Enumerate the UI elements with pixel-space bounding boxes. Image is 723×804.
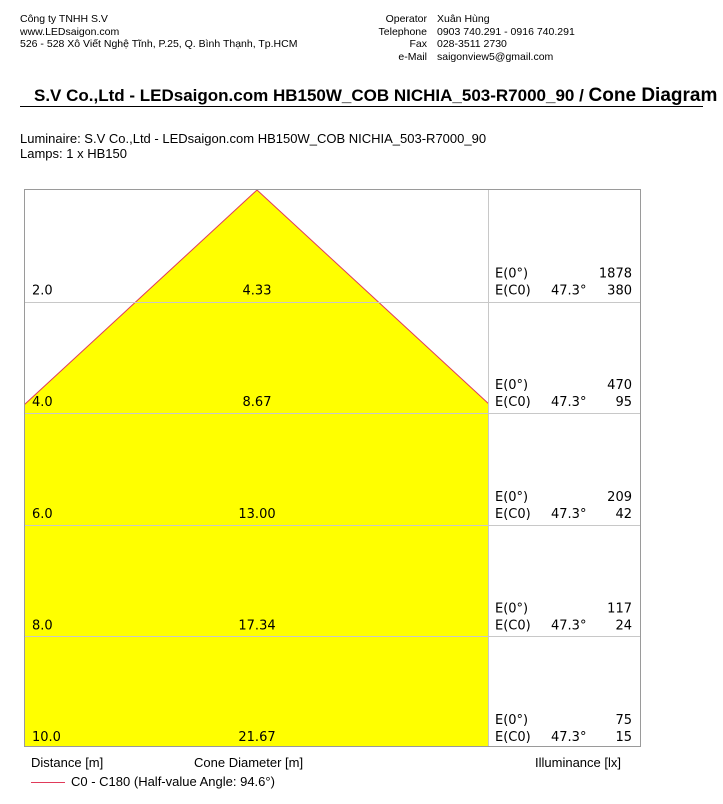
ec0-value: 95 [615,395,632,410]
angle-label: 47.3° [551,395,586,410]
company-block: Công ty TNHH S.V www.LEDsaigon.com 526 -… [20,13,297,51]
ec0-label: E(C0) [495,507,531,522]
lamps-line: Lamps: 1 x HB150 [20,146,127,161]
company-website: www.LEDsaigon.com [20,25,120,38]
e0-label: E(0°) [495,713,528,728]
company-name: Công ty TNHH S.V [20,13,108,25]
e0-value: 75 [615,713,632,728]
e0-value: 1878 [599,267,632,282]
e0-value: 470 [607,378,632,393]
ec0-value: 15 [615,730,632,745]
e0-value: 209 [607,490,632,505]
telephone-label: Telephone [378,25,427,38]
angle-label: 47.3° [551,730,586,745]
distance-label: 6.0 [32,507,53,522]
ec0-label: E(C0) [495,395,531,410]
e0-label: E(0°) [495,601,528,616]
luminaire-line: Luminaire: S.V Co.,Ltd - LEDsaigon.com H… [20,131,487,146]
distance-label: 2.0 [32,284,53,299]
xlabel-illuminance: Illuminance [lx] [535,755,621,770]
diameter-label: 17.34 [238,618,275,633]
distance-label: 4.0 [32,395,53,410]
cone-svg: 2.0 4.33 E(0°) 1878 E(C0) 47.3° 380 4.0 8.67 E(0°… [25,190,640,746]
e0-value: 117 [607,601,632,616]
distance-label: 8.0 [32,618,53,633]
fax-label: Fax [409,38,427,50]
ec0-value: 24 [615,618,632,633]
contact-values: Xuân Hùng 0903 740.291 - 0916 740.291 02… [437,13,575,63]
operator-label: Operator [385,13,427,25]
legend-label: C0 - C180 (Half-value Angle: 94.6°) [71,774,275,789]
contact-labels: Operator Telephone Fax e-Mail [379,13,427,63]
ec0-label: E(C0) [495,618,531,633]
diameter-label: 8.67 [243,395,272,410]
cone-group [25,190,488,746]
title-main: S.V Co.,Ltd - LEDsaigon.com HB150W_COB N… [34,86,584,105]
diameter-label: 13.00 [238,507,275,522]
xlabel-diameter: Cone Diameter [m] [194,755,304,770]
e0-label: E(0°) [495,267,528,282]
page-title: S.V Co.,Ltd - LEDsaigon.com HB150W_COB N… [34,85,717,107]
angle-label: 47.3° [551,284,586,299]
legend-swatch [31,782,65,783]
cone-area [25,190,488,746]
distance-label: 10.0 [32,730,61,745]
title-underline [20,106,703,107]
company-address: 526 - 528 Xô Viết Nghệ Tĩnh, P.25, Q. Bì… [20,38,298,50]
xlabel-distance: Distance [m] [31,755,104,770]
fax-value: 028-3511 2730 [437,38,507,50]
title-suffix: Cone Diagram [588,85,718,106]
ec0-label: E(C0) [495,730,531,745]
luminaire-info: Luminaire: S.V Co.,Ltd - LEDsaigon.com H… [20,131,486,161]
diameter-label: 21.67 [238,730,275,745]
cone-diagram: 2.0 4.33 E(0°) 1878 E(C0) 47.3° 380 4.0 8.67 E(0°… [24,189,641,747]
ec0-value: 380 [607,284,632,299]
diameter-label: 4.33 [243,284,272,299]
email-value: saigonview5@gmail.com [437,50,554,63]
ec0-value: 42 [615,507,632,522]
cone-edge-right [256,190,488,404]
e0-label: E(0°) [495,378,528,393]
angle-label: 47.3° [551,618,586,633]
cone-edge-left [25,190,258,405]
e0-label: E(0°) [495,490,528,505]
email-label: e-Mail [398,50,427,63]
operator-value: Xuân Hùng [437,13,490,25]
angle-label: 47.3° [551,507,586,522]
ec0-label: E(C0) [495,284,531,299]
telephone-value: 0903 740.291 - 0916 740.291 [437,25,575,38]
